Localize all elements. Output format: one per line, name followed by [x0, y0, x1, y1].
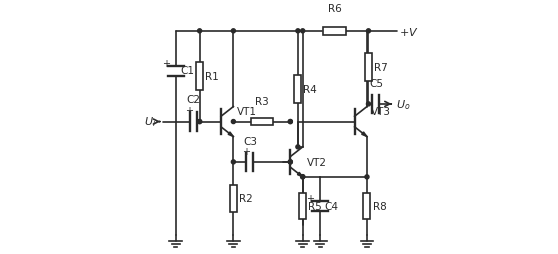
Text: C2: C2 [187, 95, 201, 105]
Bar [196, 63, 203, 91]
Circle shape [198, 120, 201, 124]
Circle shape [198, 120, 201, 124]
Circle shape [301, 30, 305, 34]
Bar [295, 76, 301, 103]
Bar [230, 185, 237, 212]
Polygon shape [297, 172, 302, 177]
Text: +: + [162, 59, 170, 69]
Text: R1: R1 [205, 72, 219, 82]
Circle shape [367, 30, 371, 34]
Text: $U_i$: $U_i$ [144, 115, 156, 129]
Text: R7: R7 [374, 63, 388, 73]
Circle shape [301, 175, 305, 179]
Text: C5: C5 [369, 78, 383, 88]
Text: R8: R8 [373, 201, 386, 211]
Text: R4: R4 [304, 85, 317, 94]
Text: R6: R6 [328, 4, 341, 14]
Bar [251, 119, 272, 125]
Circle shape [301, 175, 305, 179]
Text: VT2: VT2 [307, 157, 327, 167]
Circle shape [288, 120, 292, 124]
Text: VT1: VT1 [237, 107, 257, 117]
Circle shape [288, 160, 292, 164]
Circle shape [232, 160, 235, 164]
Bar [323, 28, 346, 36]
Bar [365, 54, 372, 82]
Text: VT3: VT3 [371, 107, 391, 117]
Text: R3: R3 [255, 97, 269, 106]
Circle shape [232, 120, 235, 124]
Bar [299, 194, 306, 219]
Text: +: + [242, 146, 250, 156]
Circle shape [232, 30, 235, 34]
Text: +: + [185, 106, 193, 116]
Circle shape [288, 120, 292, 124]
Circle shape [296, 30, 300, 34]
Polygon shape [362, 132, 367, 137]
Circle shape [365, 175, 369, 179]
Text: +$V$: +$V$ [399, 26, 418, 38]
Text: C4: C4 [325, 201, 339, 211]
Text: R2: R2 [239, 194, 253, 204]
Circle shape [367, 102, 371, 106]
Circle shape [288, 160, 292, 164]
Text: $U_o$: $U_o$ [396, 98, 410, 111]
Text: C3: C3 [243, 137, 257, 147]
Text: C1: C1 [180, 66, 194, 76]
Bar [363, 194, 371, 219]
Text: +: + [306, 193, 314, 203]
Polygon shape [228, 132, 233, 137]
Circle shape [198, 30, 201, 34]
Text: R5: R5 [308, 201, 322, 211]
Circle shape [296, 145, 300, 149]
